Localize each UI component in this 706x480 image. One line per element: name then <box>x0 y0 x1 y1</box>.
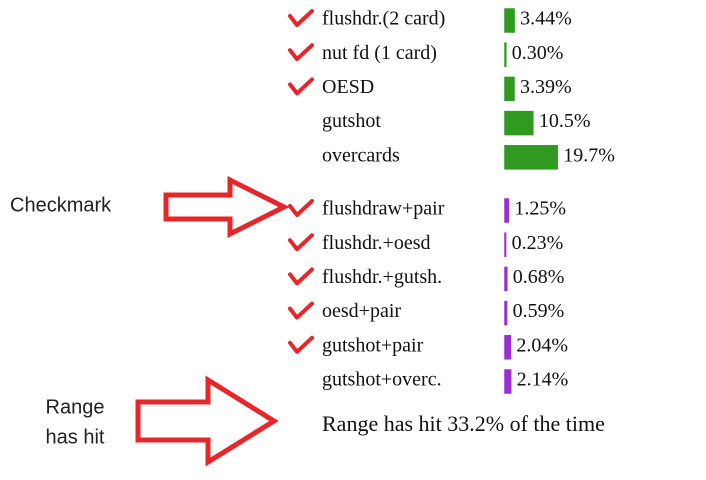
checkmark <box>288 77 314 96</box>
summary: Range has hit 33.2% of the time <box>322 411 605 436</box>
annotation: Range <box>46 396 105 418</box>
row-label: flushdr.+gutsh. <box>322 266 442 288</box>
row-label: OESD <box>322 76 374 98</box>
value-label: 3.44% <box>520 8 572 30</box>
bar <box>504 335 512 360</box>
value-label: 0.30% <box>512 42 564 64</box>
value-label: 0.59% <box>513 300 565 322</box>
row-label: nut fd (1 card) <box>322 42 437 64</box>
checkmark <box>288 43 314 62</box>
row-label: flushdraw+pair <box>322 198 445 220</box>
row-label: gutshot+pair <box>322 334 424 356</box>
bar <box>504 145 558 170</box>
bar <box>504 42 507 67</box>
value-label: 2.04% <box>516 334 568 356</box>
checkmark <box>288 233 314 252</box>
bar <box>504 110 534 136</box>
value-label: 19.7% <box>563 144 615 166</box>
annotation: Checkmark <box>10 194 112 216</box>
value-label: 2.14% <box>517 369 569 391</box>
value-label: 0.68% <box>513 266 565 288</box>
bar <box>504 266 508 292</box>
checkmark <box>288 267 314 286</box>
bar <box>504 369 512 394</box>
row-label: oesd+pair <box>322 300 401 322</box>
bar <box>504 232 507 257</box>
bar <box>504 8 515 33</box>
checkmark <box>288 199 314 217</box>
row-label: gutshot+overc. <box>322 369 442 391</box>
checkmark <box>288 9 314 27</box>
value-label: 0.23% <box>512 232 564 254</box>
row-label: gutshot <box>322 110 381 132</box>
bar <box>504 300 508 326</box>
checkmark <box>288 335 314 354</box>
arrow <box>135 375 279 467</box>
row-label: flushdr.(2 card) <box>322 8 445 30</box>
value-label: 1.25% <box>514 198 566 220</box>
annotation: has hit <box>46 426 105 448</box>
row-label: flushdr.+oesd <box>322 232 431 254</box>
value-label: 10.5% <box>539 110 591 132</box>
arrow <box>163 175 290 239</box>
checkmark <box>288 301 314 320</box>
bar <box>504 76 515 102</box>
bar <box>504 198 510 223</box>
value-label: 3.39% <box>520 76 572 98</box>
row-label: overcards <box>322 144 400 166</box>
